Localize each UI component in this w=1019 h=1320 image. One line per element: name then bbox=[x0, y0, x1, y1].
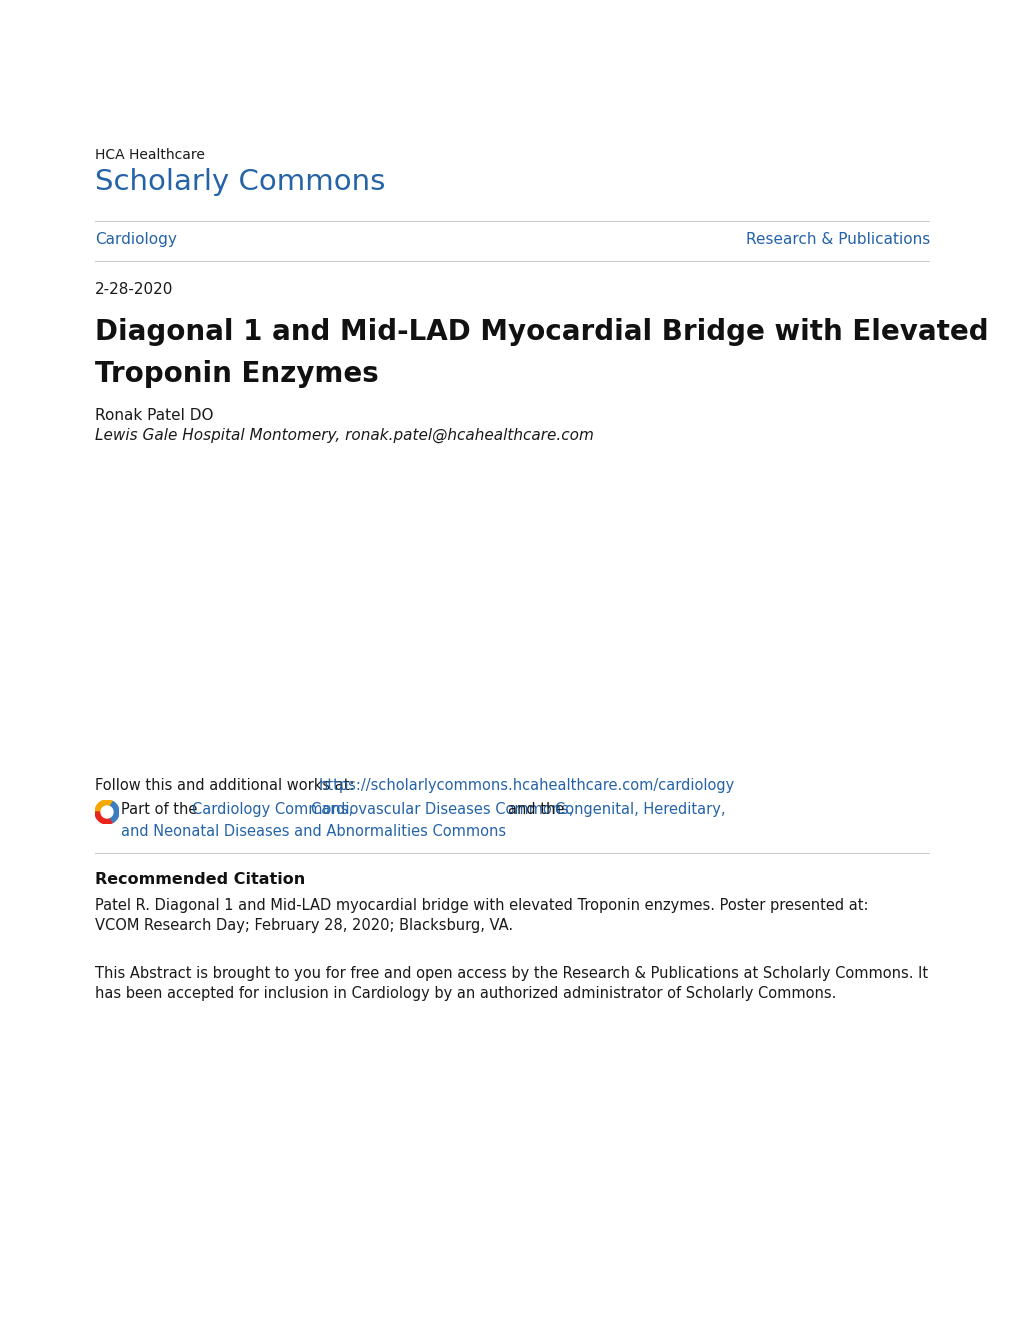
Text: Lewis Gale Hospital Montomery, ronak.patel@hcahealthcare.com: Lewis Gale Hospital Montomery, ronak.pat… bbox=[95, 428, 593, 444]
Text: VCOM Research Day; February 28, 2020; Blacksburg, VA.: VCOM Research Day; February 28, 2020; Bl… bbox=[95, 917, 513, 933]
Text: and the: and the bbox=[507, 803, 569, 817]
Wedge shape bbox=[95, 812, 113, 824]
Wedge shape bbox=[107, 801, 119, 822]
Text: https://scholarlycommons.hcahealthcare.com/cardiology: https://scholarlycommons.hcahealthcare.c… bbox=[319, 777, 735, 793]
Text: HCA Healthcare: HCA Healthcare bbox=[95, 148, 205, 162]
Text: Patel R. Diagonal 1 and Mid-LAD myocardial bridge with elevated Troponin enzymes: Patel R. Diagonal 1 and Mid-LAD myocardi… bbox=[95, 898, 867, 913]
Circle shape bbox=[101, 807, 113, 818]
Text: Recommended Citation: Recommended Citation bbox=[95, 873, 305, 887]
Text: Ronak Patel DO: Ronak Patel DO bbox=[95, 408, 213, 422]
Text: Research & Publications: Research & Publications bbox=[745, 232, 929, 247]
Text: Diagonal 1 and Mid-LAD Myocardial Bridge with Elevated: Diagonal 1 and Mid-LAD Myocardial Bridge… bbox=[95, 318, 987, 346]
Text: 2-28-2020: 2-28-2020 bbox=[95, 282, 173, 297]
Text: Follow this and additional works at:: Follow this and additional works at: bbox=[95, 777, 359, 793]
Text: This Abstract is brought to you for free and open access by the Research & Publi: This Abstract is brought to you for free… bbox=[95, 966, 927, 981]
Text: Scholarly Commons: Scholarly Commons bbox=[95, 168, 385, 195]
Text: Part of the: Part of the bbox=[121, 803, 202, 817]
Text: Cardiovascular Diseases Commons,: Cardiovascular Diseases Commons, bbox=[311, 803, 578, 817]
Wedge shape bbox=[95, 800, 113, 812]
Text: Troponin Enzymes: Troponin Enzymes bbox=[95, 360, 378, 388]
Text: Congenital, Hereditary,: Congenital, Hereditary, bbox=[554, 803, 726, 817]
Text: and Neonatal Diseases and Abnormalities Commons: and Neonatal Diseases and Abnormalities … bbox=[121, 824, 505, 840]
Text: Cardiology Commons,: Cardiology Commons, bbox=[193, 803, 358, 817]
Text: Cardiology: Cardiology bbox=[95, 232, 176, 247]
Text: has been accepted for inclusion in Cardiology by an authorized administrator of : has been accepted for inclusion in Cardi… bbox=[95, 986, 836, 1001]
